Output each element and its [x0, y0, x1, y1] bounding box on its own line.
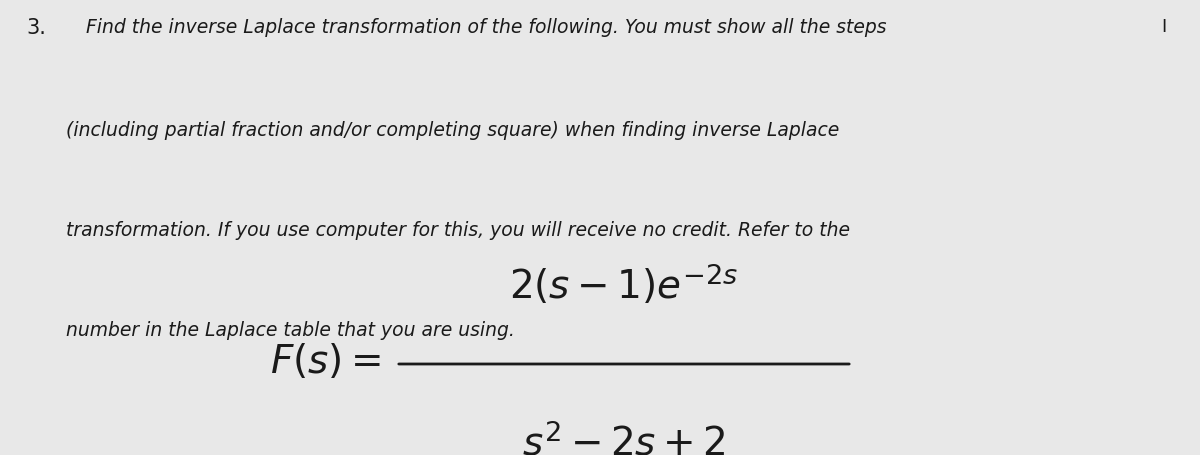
- Text: number in the Laplace table that you are using.: number in the Laplace table that you are…: [66, 321, 515, 340]
- Text: $s^2-2s+2$: $s^2-2s+2$: [522, 424, 726, 455]
- Text: (including partial fraction and/or completing square) when finding inverse Lapla: (including partial fraction and/or compl…: [66, 121, 839, 140]
- Text: Find the inverse Laplace transformation of the following. You must show all the : Find the inverse Laplace transformation …: [86, 18, 887, 37]
- Text: transformation. If you use computer for this, you will receive no credit. Refer : transformation. If you use computer for …: [66, 221, 850, 240]
- Text: 3.: 3.: [26, 18, 47, 38]
- Text: I: I: [1162, 18, 1166, 36]
- Text: $F(s) =$: $F(s) =$: [270, 342, 382, 381]
- Text: $2(s-1)e^{-2s}$: $2(s-1)e^{-2s}$: [509, 262, 739, 307]
